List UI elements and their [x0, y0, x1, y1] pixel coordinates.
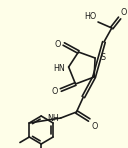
Text: O: O — [54, 40, 61, 49]
Text: O: O — [91, 122, 98, 131]
Text: NH: NH — [47, 114, 59, 123]
Text: S: S — [100, 53, 105, 62]
Text: HO: HO — [84, 12, 96, 21]
Text: O: O — [121, 8, 127, 17]
Text: O: O — [51, 86, 58, 95]
Text: HN: HN — [53, 63, 65, 73]
